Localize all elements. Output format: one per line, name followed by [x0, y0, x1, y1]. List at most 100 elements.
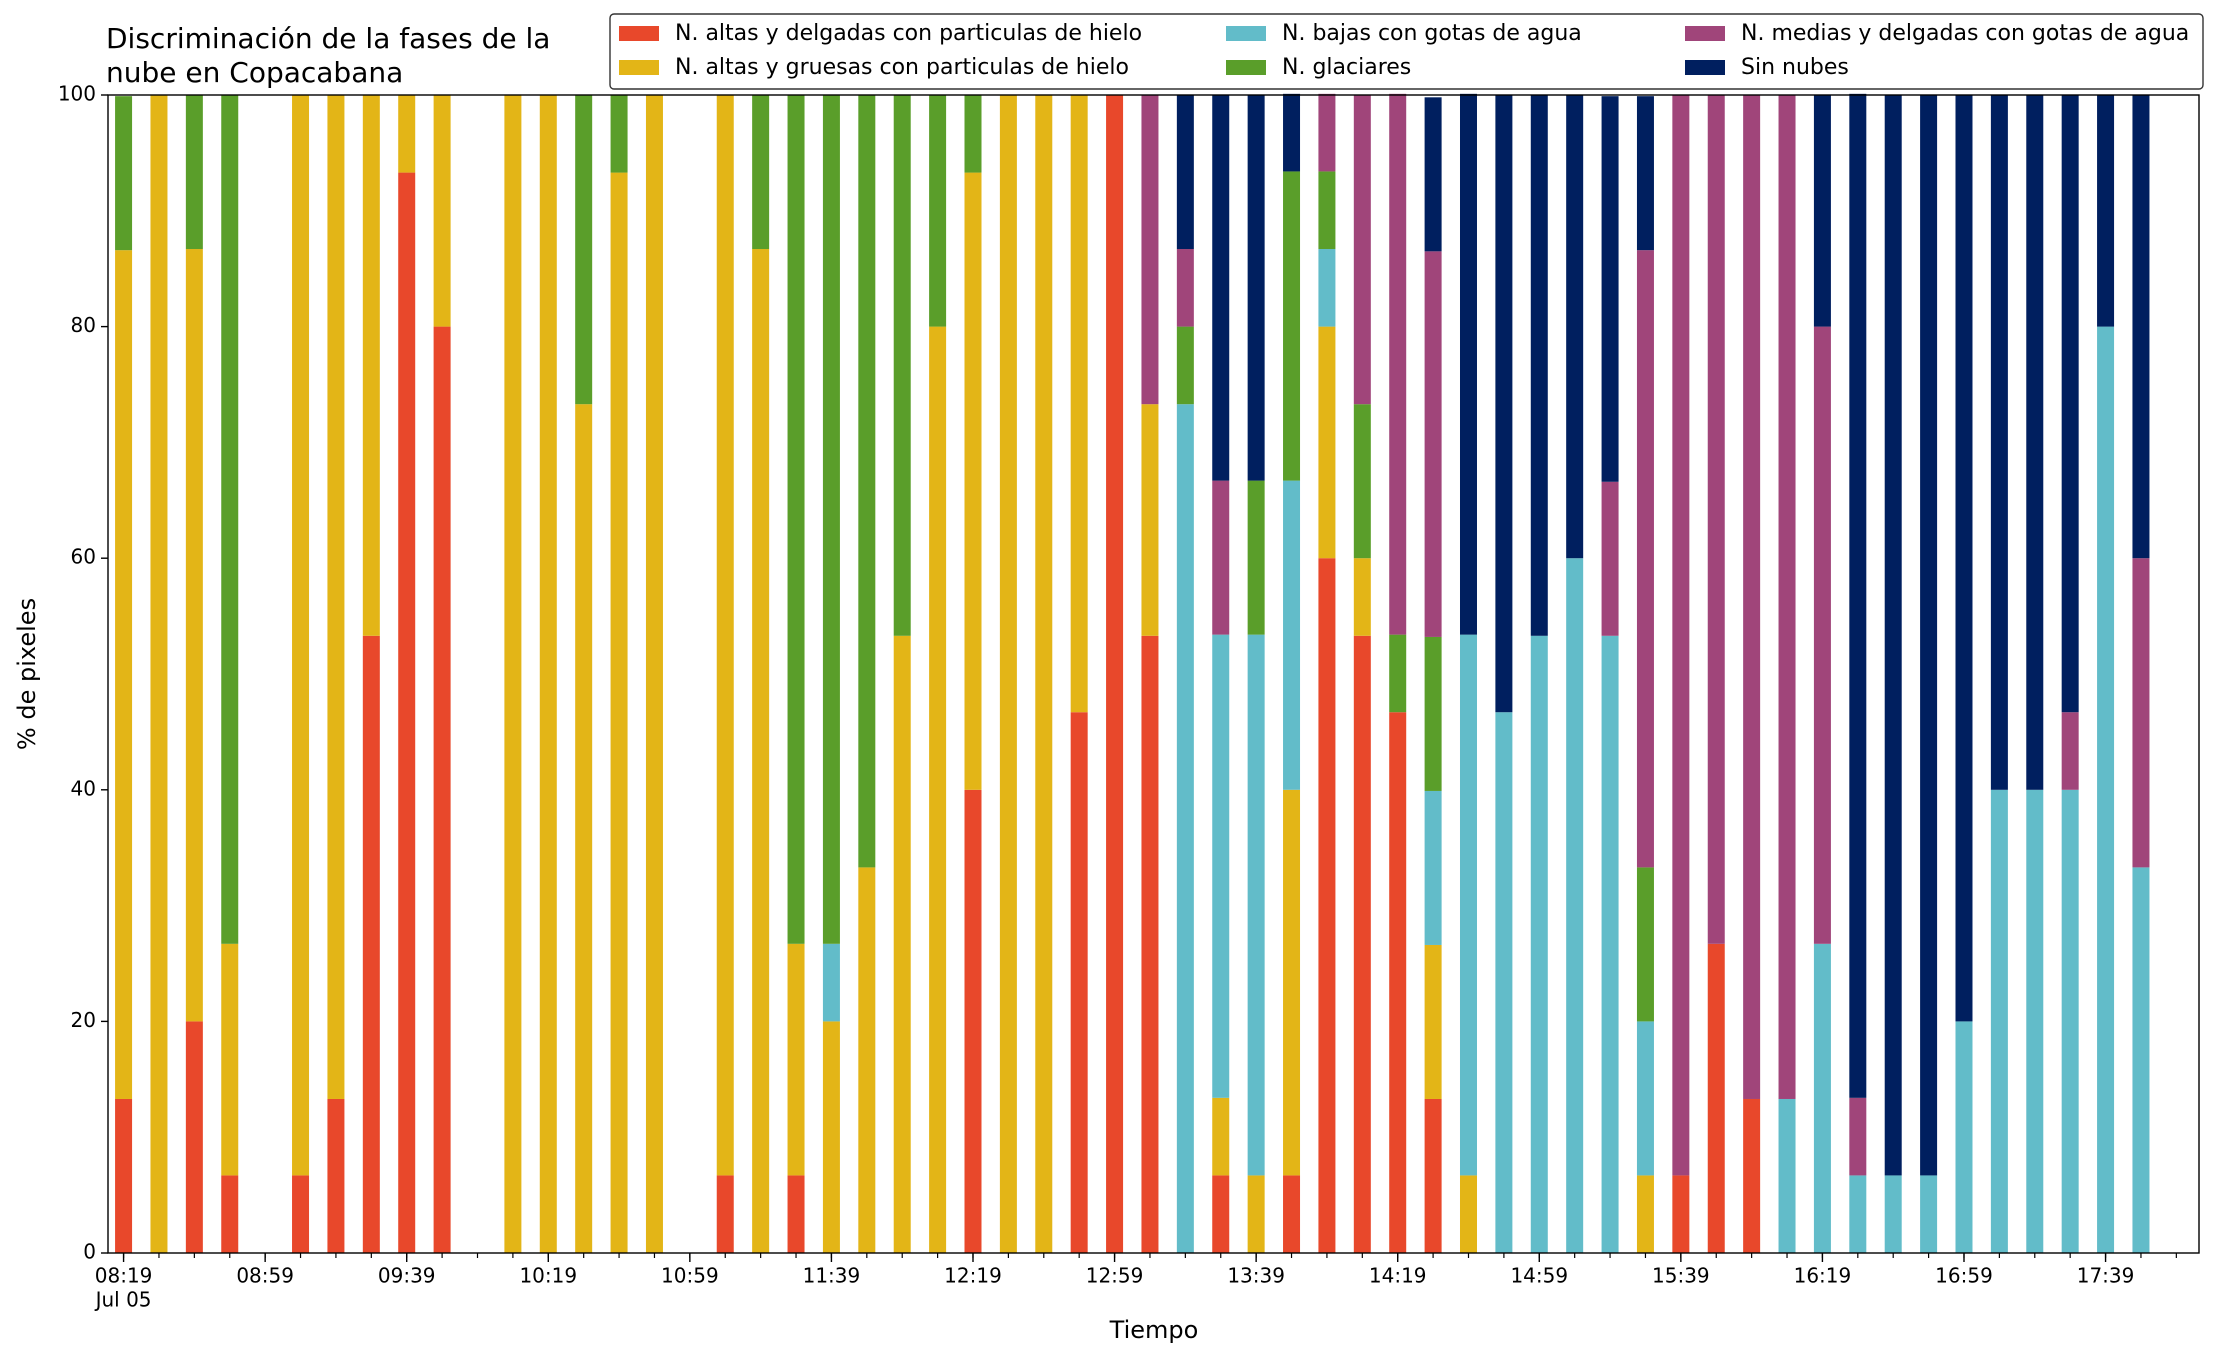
bar-segment	[1212, 480, 1230, 635]
bar-segment	[1743, 95, 1761, 1099]
x-tick-label: 10:59	[661, 1264, 719, 1288]
bar-segment	[1318, 93, 1336, 172]
bar-segment	[2061, 789, 2079, 1253]
bar-segment	[1813, 943, 1831, 1253]
x-tick-label: 13:39	[1227, 1264, 1285, 1288]
bar-segment	[1176, 249, 1194, 327]
y-tick-label: 0	[83, 1240, 96, 1264]
bar-segment	[185, 249, 203, 1022]
bar-segment	[362, 635, 380, 1253]
bar-segment	[1247, 95, 1265, 481]
bar-segment	[1247, 1175, 1265, 1253]
bar-segment	[1990, 789, 2008, 1253]
y-tick-label: 60	[71, 545, 96, 569]
bar-segment	[1318, 326, 1336, 559]
bar-segment	[362, 95, 380, 636]
bar-segment	[292, 95, 310, 1176]
bar-segment	[1955, 95, 1973, 1022]
bar-segment	[1283, 789, 1301, 1176]
bar-segment	[1459, 1175, 1477, 1253]
legend-swatch	[1685, 60, 1725, 75]
bar-segment	[1636, 96, 1654, 251]
bar-segment	[2132, 867, 2150, 1253]
x-tick-label: 11:39	[803, 1264, 861, 1288]
bar-segment	[1601, 96, 1619, 482]
bar-segment	[893, 95, 911, 636]
bar-segment	[1849, 93, 1867, 1098]
bar-segment	[858, 867, 876, 1253]
bar-segment	[964, 789, 982, 1253]
bar-segment	[1459, 93, 1477, 635]
bar-segment	[1566, 558, 1584, 1253]
bar-segment	[1955, 1021, 1973, 1253]
bar-segment	[1920, 1175, 1938, 1253]
bar-segment	[1672, 1175, 1690, 1253]
bar-segment	[1636, 1175, 1654, 1253]
bar-segment	[2026, 95, 2044, 790]
bar-segment	[2132, 95, 2150, 559]
bar-segment	[1601, 481, 1619, 636]
bar-segment	[787, 95, 805, 944]
bar-segment	[1778, 95, 1796, 1099]
bar-segment	[575, 95, 593, 405]
bar-segment	[1672, 95, 1690, 1176]
bar-segment	[787, 1175, 805, 1253]
y-tick-label: 20	[71, 1008, 96, 1032]
bar-segment	[752, 95, 770, 250]
bar-segment	[1707, 95, 1725, 944]
bar-segment	[1566, 95, 1584, 559]
x-tick-label: 09:39	[378, 1264, 436, 1288]
bar-segment	[115, 96, 133, 251]
legend-swatch	[1685, 26, 1725, 41]
bar-segment	[1176, 95, 1194, 250]
y-tick-label: 100	[58, 82, 96, 106]
bar-segment	[115, 250, 133, 1099]
bar-segment	[822, 95, 840, 944]
bar-segment	[610, 95, 628, 173]
legend-swatch	[619, 60, 659, 75]
bar-segment	[787, 943, 805, 1176]
bar-segment	[1176, 404, 1194, 1253]
bar-segment	[1247, 634, 1265, 1176]
bar-segment	[1636, 1021, 1654, 1176]
bar-segment	[1920, 95, 1938, 1176]
legend-swatch	[1226, 60, 1266, 75]
bar-segment	[1283, 480, 1301, 790]
bar-segment	[1141, 635, 1159, 1253]
bar-segment	[575, 404, 593, 1253]
bar-segment	[1389, 634, 1407, 713]
bar-segment	[1424, 251, 1442, 637]
bar-segment	[221, 943, 239, 1176]
bar-segment	[1424, 636, 1442, 791]
bar-segment	[893, 635, 911, 1253]
legend-label: N. bajas con gotas de agua	[1282, 21, 1582, 46]
x-tick-label: 15:39	[1652, 1264, 1710, 1288]
bar-segment	[1353, 558, 1371, 636]
legend-label: N. medias y delgadas con gotas de agua	[1741, 21, 2189, 46]
bar-segment	[1884, 1175, 1902, 1253]
bar-segment	[2097, 326, 2115, 1254]
bar-segment	[858, 95, 876, 868]
bar-segment	[221, 1175, 239, 1253]
x-tick-label: 10:19	[519, 1264, 577, 1288]
bar-segment	[1353, 404, 1371, 559]
bar-segment	[999, 95, 1017, 1253]
x-tick-label: 12:59	[1086, 1264, 1144, 1288]
bar-segment	[929, 326, 947, 1254]
chart-title: Discriminación de la fases de la nube en…	[106, 22, 551, 89]
bar-segment	[150, 95, 168, 1253]
bar-segment	[716, 1175, 734, 1253]
bar-segment	[1636, 250, 1654, 868]
bar-segment	[1283, 1175, 1301, 1253]
x-tick-label: 14:59	[1510, 1264, 1568, 1288]
bar-segment	[1353, 635, 1371, 1253]
bar-segment	[1707, 943, 1725, 1253]
bar-segment	[398, 95, 416, 173]
bar-segment	[1424, 97, 1442, 252]
bar-segment	[2061, 95, 2079, 713]
bar-segment	[1212, 95, 1230, 481]
bar-segment	[645, 95, 663, 1253]
bar-segment	[1035, 95, 1053, 1253]
